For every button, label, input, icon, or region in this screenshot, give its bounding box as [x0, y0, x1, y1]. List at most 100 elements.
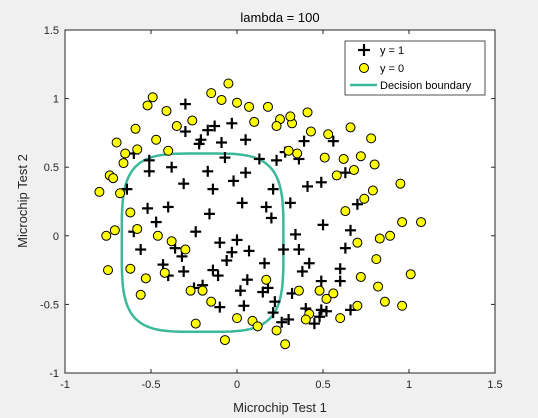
- point-positive: [207, 183, 219, 195]
- point-positive: [303, 257, 315, 269]
- x-axis-label: Microchip Test 1: [233, 400, 327, 415]
- point-positive: [293, 244, 305, 256]
- point-positive: [345, 304, 357, 316]
- point-negative: [331, 170, 342, 181]
- point-positive: [339, 242, 351, 254]
- point-negative: [302, 107, 313, 118]
- point-negative: [161, 105, 172, 116]
- point-positive: [202, 124, 214, 136]
- point-positive: [267, 307, 279, 319]
- y-tick-label: 1: [53, 94, 59, 106]
- point-negative: [120, 148, 131, 159]
- point-positive: [234, 285, 246, 297]
- point-negative: [271, 325, 282, 336]
- point-positive: [253, 153, 265, 165]
- point-negative: [345, 122, 356, 133]
- point-negative: [397, 217, 408, 228]
- point-positive: [226, 246, 238, 258]
- point-negative: [94, 186, 105, 197]
- point-negative: [328, 288, 339, 299]
- point-negative: [314, 285, 325, 296]
- point-negative: [180, 244, 191, 255]
- point-positive: [271, 154, 283, 166]
- point-negative: [293, 285, 304, 296]
- y-tick-label: -1: [49, 368, 59, 380]
- point-positive: [276, 316, 288, 328]
- point-positive: [320, 305, 332, 317]
- point-positive: [339, 167, 351, 179]
- point-positive: [143, 165, 155, 177]
- point-negative: [395, 178, 406, 189]
- point-positive: [240, 134, 252, 146]
- point-negative: [108, 173, 119, 184]
- point-positive: [289, 228, 301, 240]
- point-negative: [244, 101, 255, 112]
- point-positive: [143, 154, 155, 166]
- point-positive: [315, 176, 327, 188]
- point-negative: [252, 321, 263, 332]
- point-positive: [315, 275, 327, 287]
- y-tick-label: 0.5: [44, 162, 59, 174]
- x-tick-label: -0.5: [142, 379, 161, 391]
- point-positive: [121, 183, 133, 195]
- point-negative: [369, 159, 380, 170]
- point-negative: [142, 100, 153, 111]
- point-positive: [179, 98, 191, 110]
- point-positive: [265, 212, 277, 224]
- point-positive: [209, 120, 221, 132]
- point-negative: [374, 233, 385, 244]
- point-positive: [142, 202, 154, 214]
- point-positive: [345, 224, 357, 236]
- point-positive: [166, 161, 178, 173]
- point-positive: [203, 208, 215, 220]
- point-negative: [338, 153, 349, 164]
- point-negative: [101, 230, 112, 241]
- point-positive: [334, 263, 346, 275]
- point-negative: [171, 121, 182, 132]
- point-positive: [284, 197, 296, 209]
- legend-label-y1: y = 1: [380, 45, 404, 57]
- point-positive: [236, 197, 248, 209]
- point-positive: [315, 304, 327, 316]
- point-negative: [111, 137, 122, 148]
- point-negative: [292, 148, 303, 159]
- point-positive: [228, 175, 240, 187]
- point-negative: [305, 126, 316, 137]
- point-positive: [219, 152, 231, 164]
- point-positive: [241, 274, 253, 286]
- legend-plus-icon: [358, 44, 370, 56]
- point-negative: [335, 313, 346, 324]
- y-tick-label: 0: [53, 231, 59, 243]
- y-axis-ticks: -1 -0.5 0 0.5 1 1.5: [40, 25, 495, 380]
- point-negative: [283, 145, 294, 156]
- point-positive: [193, 138, 205, 150]
- point-negative: [118, 158, 129, 169]
- point-negative: [115, 188, 126, 199]
- point-positive: [298, 135, 310, 147]
- point-positive: [214, 237, 226, 249]
- point-negative: [348, 164, 359, 175]
- point-positive: [240, 167, 252, 179]
- point-positive: [314, 311, 326, 323]
- point-positive: [179, 126, 191, 138]
- point-negative: [397, 300, 408, 311]
- point-negative: [130, 123, 141, 134]
- point-positive: [269, 296, 281, 308]
- chart-title: lambda = 100: [240, 10, 319, 25]
- point-positive: [231, 234, 243, 246]
- point-negative: [232, 97, 242, 108]
- point-negative: [216, 94, 227, 105]
- point-positive: [334, 275, 346, 287]
- point-negative: [103, 265, 113, 276]
- point-negative: [190, 318, 201, 329]
- point-negative: [163, 145, 174, 156]
- point-negative: [379, 296, 390, 307]
- point-positive: [178, 178, 190, 190]
- legend-label-y0: y = 0: [380, 63, 404, 75]
- point-negative: [373, 281, 384, 292]
- point-negative: [232, 313, 242, 324]
- point-negative: [135, 289, 146, 300]
- x-tick-label: 0: [234, 379, 240, 391]
- point-positive: [226, 117, 238, 129]
